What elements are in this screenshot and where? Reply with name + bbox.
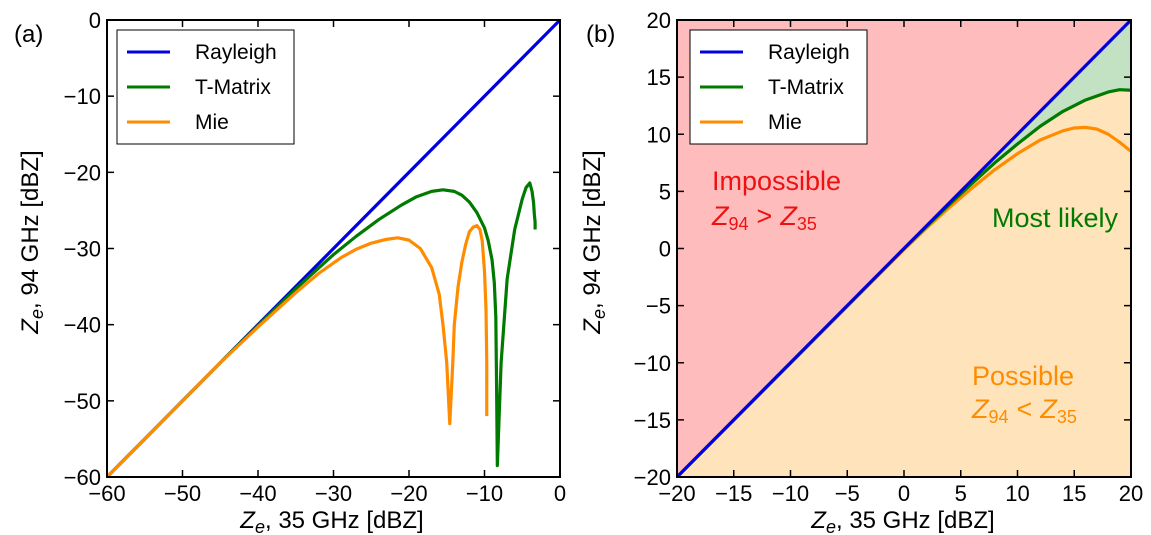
annotation-impossible-title: Impossible bbox=[712, 166, 841, 196]
panel-a-x-tick-label: 0 bbox=[554, 481, 566, 506]
panel-a-y-tick-label: −50 bbox=[64, 389, 101, 414]
panel-b-y-tick-label: −5 bbox=[646, 294, 671, 319]
panel-b-x-tick-label: −15 bbox=[715, 481, 752, 506]
panel-b-data-layer bbox=[677, 20, 1131, 477]
panel-b-y-tick-label: 5 bbox=[659, 179, 671, 204]
panel-a-x-tick-label: −10 bbox=[466, 481, 503, 506]
panel-a-x-tick-label: −20 bbox=[390, 481, 427, 506]
panel-b-x-tick-label: 10 bbox=[1005, 481, 1029, 506]
panel-a-plot-area: −60 −50 −40 −30 −20 −10 0 −60 −50 −40 −30 −20 −10 0 bbox=[64, 8, 566, 506]
panel-a-y-axis-label: Ze, 94 GHz [dBZ] bbox=[17, 150, 47, 334]
panel-b-x-tick-label: 15 bbox=[1062, 481, 1086, 506]
annotation-possible-relation: Z94 < Z35 bbox=[971, 394, 1077, 427]
panel-b-x-tick-label: 20 bbox=[1119, 481, 1143, 506]
panel-b-y-tick-label: 20 bbox=[647, 8, 671, 33]
panel-a-x-tick-label: −40 bbox=[239, 481, 276, 506]
panel-b-y-axis-label: Ze, 94 GHz [dBZ] bbox=[579, 150, 609, 334]
panel-a-x-tick-label: −60 bbox=[88, 481, 125, 506]
panel-b-series-rayleigh bbox=[677, 20, 1131, 477]
panel-a-series-mie bbox=[107, 224, 489, 477]
panel-a-legend-label-rayleigh: Rayleigh bbox=[195, 41, 277, 64]
panel-b-x-tick-label: −20 bbox=[658, 481, 695, 506]
annotation-most-likely: Most likely bbox=[992, 203, 1119, 233]
panel-b-y-tick-label: 0 bbox=[659, 237, 671, 262]
panel-a: (a) −60 −50 −40 −30 −20 −10 0 −60 −50 −40 −30 −20 −1… bbox=[14, 8, 566, 535]
panel-b: (b) −20 −15 −10 −5 0 5 10 15 20 −20 −15 −10 −5 0 5 10 15… bbox=[579, 8, 1143, 535]
panel-b-y-tick-label: 10 bbox=[647, 122, 671, 147]
panel-a-legend-label-mie: Mie bbox=[195, 111, 229, 134]
annotation-impossible-relation: Z94 > Z35 bbox=[711, 201, 817, 234]
panel-b-y-tick-label: −15 bbox=[634, 408, 671, 433]
panel-b-legend-label-t-matrix: T-Matrix bbox=[768, 76, 844, 99]
panel-a-legend: Rayleigh T-Matrix Mie bbox=[116, 29, 295, 145]
panel-b-label: (b) bbox=[586, 21, 615, 48]
panel-a-x-tick-label: −50 bbox=[164, 481, 201, 506]
panel-b-legend-label-rayleigh: Rayleigh bbox=[768, 41, 850, 64]
panel-a-legend-label-t-matrix: T-Matrix bbox=[195, 76, 271, 99]
panel-b-x-tick-label: 0 bbox=[898, 481, 910, 506]
panel-b-x-tick-label: −10 bbox=[772, 481, 809, 506]
panel-b-legend: Rayleigh T-Matrix Mie bbox=[689, 29, 868, 145]
panel-a-y-tick-label: −60 bbox=[64, 465, 101, 490]
annotation-possible-title: Possible bbox=[972, 361, 1074, 391]
panel-b-y-tick-label: −10 bbox=[634, 351, 671, 376]
panel-b-y-tick-label: −20 bbox=[634, 465, 671, 490]
region-possible-below-mie bbox=[677, 127, 1131, 477]
panel-a-label: (a) bbox=[14, 21, 43, 48]
panel-a-y-tick-label: −10 bbox=[64, 84, 101, 109]
panel-a-y-tick-label: −30 bbox=[64, 237, 101, 262]
panel-b-plot-area: −20 −15 −10 −5 0 5 10 15 20 −20 −15 −10 −5 0 5 10 15 20 bbox=[634, 8, 1144, 506]
panel-a-y-tick-label: −40 bbox=[64, 313, 101, 338]
panel-b-x-tick-label: 5 bbox=[955, 481, 967, 506]
panel-b-legend-label-mie: Mie bbox=[768, 111, 802, 134]
panel-a-x-axis-label: Ze, 35 GHz [dBZ] bbox=[239, 507, 423, 535]
panel-a-series-t-matrix bbox=[107, 181, 537, 477]
panel-a-y-tick-label: −20 bbox=[64, 160, 101, 185]
panel-a-y-tick-label: 0 bbox=[89, 8, 101, 33]
panel-b-y-tick-label: 15 bbox=[647, 65, 671, 90]
panel-b-x-axis-label: Ze, 35 GHz [dBZ] bbox=[810, 507, 994, 535]
panel-a-data-layer bbox=[107, 20, 560, 477]
panel-b-x-tick-label: −5 bbox=[835, 481, 860, 506]
panel-a-x-tick-label: −30 bbox=[315, 481, 352, 506]
